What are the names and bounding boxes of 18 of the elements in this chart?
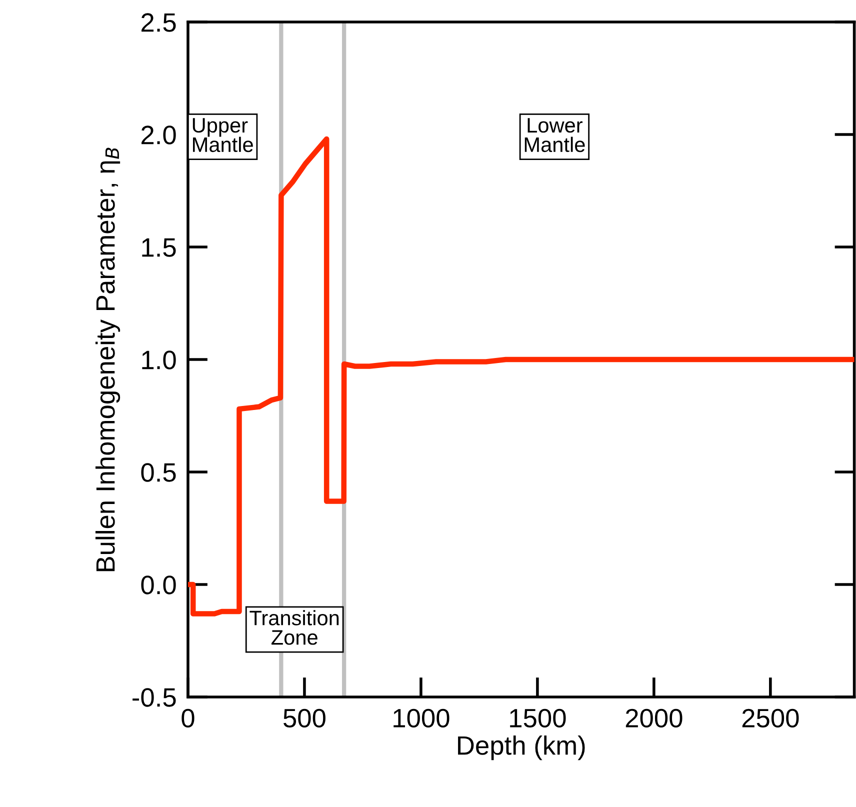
y-tick-label: 2.0 (142, 126, 176, 144)
y-tick-label: 0.5 (141, 463, 176, 482)
x-axis-title: Depth (km) (458, 735, 585, 760)
x-tick-label: 500 (284, 708, 326, 728)
x-tick-label: 0 (182, 708, 194, 728)
x-tick-label: 2500 (742, 708, 799, 728)
x-tick-label: 1000 (394, 708, 450, 728)
y-tick-label: -0.5 (132, 688, 176, 707)
annotation: Transition Zone (250, 610, 339, 645)
annotation: Upper Mantle (192, 118, 253, 152)
y-axis-title: Bullen Inhomogeneity Parameter, η$_{B}$ (95, 148, 120, 572)
annotation: Lower Mantle (524, 118, 585, 152)
y-tick-label: 0.0 (141, 576, 176, 594)
y-tick-label: 1.5 (142, 238, 176, 257)
y-tick-label: 1.0 (142, 350, 176, 370)
y-tick-label: 2.5 (142, 13, 176, 32)
x-tick-label: 1500 (510, 708, 566, 728)
x-tick-label: 2000 (626, 708, 682, 728)
